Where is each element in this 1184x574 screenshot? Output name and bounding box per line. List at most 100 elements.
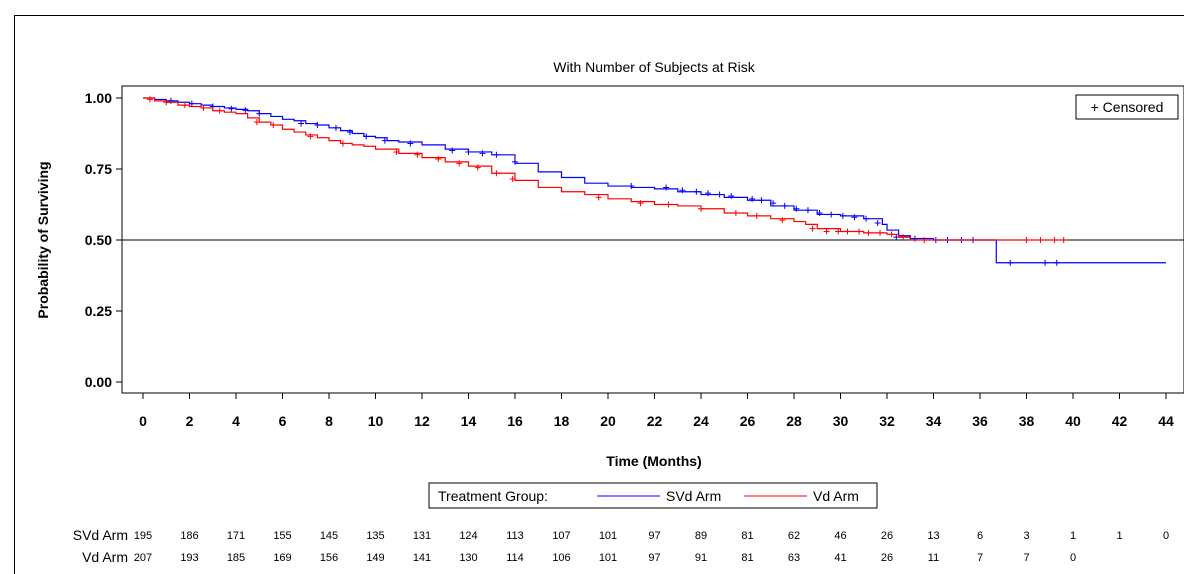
censor-mark-svd <box>728 192 735 199</box>
at-risk-value: 97 <box>648 530 660 542</box>
at-risk-value: 195 <box>134 530 152 542</box>
censor-mark-vd <box>270 121 277 128</box>
at-risk-row-label: Vd Arm <box>82 549 128 565</box>
censor-mark-vd <box>474 164 481 171</box>
legend-label-svd: SVd Arm <box>666 488 721 504</box>
censor-mark-vd <box>181 102 188 109</box>
censor-mark-svd <box>749 195 756 202</box>
censor-mark-svd <box>628 183 635 190</box>
censor-mark-svd <box>407 140 414 147</box>
at-risk-value: 101 <box>599 552 617 564</box>
censor-mark-vd <box>509 175 516 182</box>
at-risk-value: 155 <box>273 530 291 542</box>
censor-mark-vd <box>1023 237 1030 243</box>
censor-mark-svd <box>298 120 305 127</box>
censor-mark-svd <box>1007 259 1014 266</box>
at-risk-value: 130 <box>459 552 477 564</box>
at-risk-row-label: SVd Arm <box>73 527 128 543</box>
x-tick-label: 24 <box>693 413 709 429</box>
series-line-svd <box>143 97 1166 264</box>
at-risk-value: 149 <box>366 552 384 564</box>
censor-mark-svd <box>679 187 686 194</box>
censor-mark-svd <box>332 124 339 131</box>
at-risk-value: 26 <box>881 552 893 564</box>
censor-mark-svd <box>770 200 777 207</box>
x-tick-label: 2 <box>186 413 194 429</box>
censor-mark-vd <box>393 148 400 155</box>
chart-frame <box>14 15 1184 574</box>
censor-mark-vd <box>1051 237 1058 243</box>
at-risk-value: 141 <box>413 552 431 564</box>
at-risk-value: 1 <box>1070 530 1076 542</box>
at-risk-value: 63 <box>788 552 800 564</box>
y-axis-title: Probability of Surviving <box>35 161 51 318</box>
censor-mark-svd <box>493 151 500 158</box>
censor-mark-svd <box>449 147 456 154</box>
series-line-vd <box>143 97 1067 241</box>
censor-mark-vd <box>665 201 672 208</box>
censor-mark-vd <box>877 229 884 236</box>
at-risk-value: 11 <box>928 552 939 564</box>
censor-mark-vd <box>200 104 207 111</box>
treatment-group-legend: Treatment Group: SVd Arm Vd Arm <box>428 482 878 509</box>
x-tick-label: 44 <box>1158 413 1174 429</box>
at-risk-value: 135 <box>366 530 384 542</box>
at-risk-value: 41 <box>834 552 846 564</box>
censor-mark-svd <box>465 148 472 155</box>
censor-mark-svd <box>228 105 235 112</box>
censor-mark-vd <box>753 212 760 219</box>
censor-mark-svd <box>167 97 174 104</box>
at-risk-value: 185 <box>227 552 245 564</box>
at-risk-value: 62 <box>788 530 800 542</box>
censor-mark-vd <box>835 228 842 235</box>
at-risk-value: 0 <box>1070 552 1076 564</box>
x-tick-label: 10 <box>368 413 384 429</box>
censor-mark-vd <box>844 228 851 235</box>
x-tick-label: 38 <box>1019 413 1035 429</box>
at-risk-value: 131 <box>413 530 431 542</box>
x-tick-label: 26 <box>740 413 756 429</box>
censor-mark-vd <box>779 217 786 224</box>
x-tick-label: 36 <box>972 413 988 429</box>
y-tick-label: 0.25 <box>85 303 112 319</box>
censor-mark-svd <box>839 212 846 219</box>
censor-mark-vd <box>216 107 223 114</box>
at-risk-value: 81 <box>741 552 753 564</box>
x-tick-label: 6 <box>279 413 287 429</box>
censor-mark-svd <box>863 215 870 222</box>
x-tick-label: 32 <box>879 413 895 429</box>
at-risk-value: 169 <box>273 552 291 564</box>
censor-mark-svd <box>828 211 835 218</box>
censor-mark-vd <box>307 133 314 140</box>
censor-mark-svd <box>256 110 263 117</box>
censor-mark-vd <box>823 228 830 235</box>
censor-mark-svd <box>758 197 765 204</box>
at-risk-value: 26 <box>881 530 893 542</box>
censor-mark-vd <box>595 194 602 201</box>
at-risk-value: 106 <box>552 552 570 564</box>
x-tick-label: 22 <box>647 413 663 429</box>
censor-mark-svd <box>874 219 881 226</box>
at-risk-value: 193 <box>180 552 198 564</box>
censor-mark-svd <box>242 107 249 114</box>
censor-mark-svd <box>663 184 670 191</box>
at-risk-value: 113 <box>506 530 524 542</box>
x-tick-label: 28 <box>786 413 802 429</box>
at-risk-value: 145 <box>320 530 338 542</box>
x-tick-label: 14 <box>461 413 477 429</box>
at-risk-value: 1 <box>1116 530 1122 542</box>
x-tick-label: 8 <box>325 413 333 429</box>
x-tick-label: 18 <box>554 413 570 429</box>
censor-mark-svd <box>781 202 788 209</box>
censor-mark-svd <box>1042 259 1049 266</box>
y-tick-label: 0.75 <box>85 161 112 177</box>
at-risk-value: 124 <box>459 530 477 542</box>
plot-area: 0.000.250.500.751.000 2 4 6 8 10 12 14 16 18 20 22 2… <box>85 85 1184 429</box>
at-risk-value: 171 <box>227 530 245 542</box>
legend-label-vd: Vd Arm <box>813 488 859 504</box>
x-tick-label: 42 <box>1112 413 1128 429</box>
censor-mark-svd <box>804 207 811 214</box>
censor-mark-svd <box>716 191 723 198</box>
censor-mark-vd <box>809 225 816 232</box>
